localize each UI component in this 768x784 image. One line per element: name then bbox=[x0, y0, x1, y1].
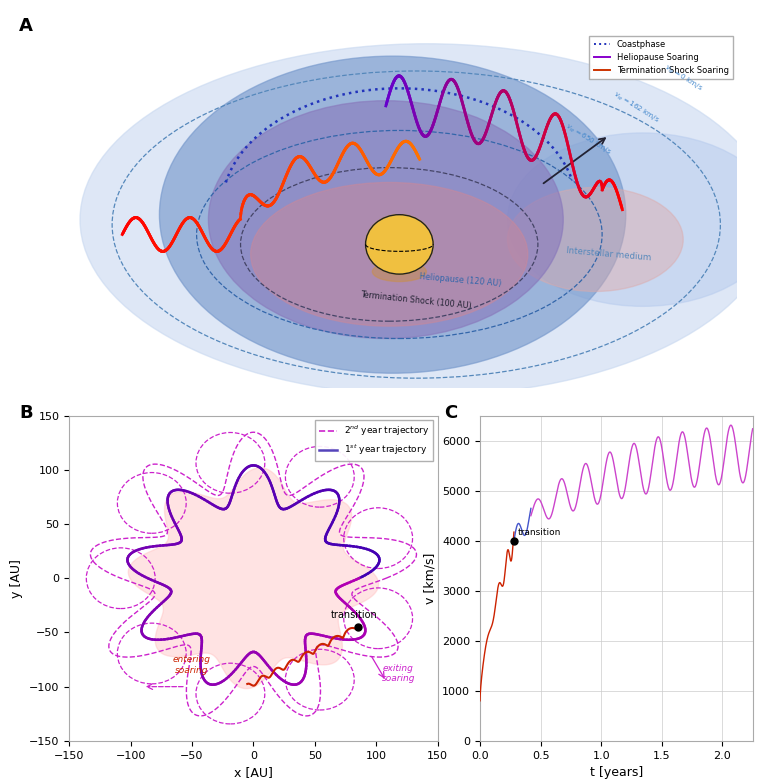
Text: Interstellar medium: Interstellar medium bbox=[566, 246, 652, 263]
Ellipse shape bbox=[372, 262, 426, 281]
Ellipse shape bbox=[160, 56, 626, 373]
Ellipse shape bbox=[508, 133, 768, 307]
Text: transition: transition bbox=[518, 528, 561, 537]
Text: Termination Shock (100 AU): Termination Shock (100 AU) bbox=[360, 290, 472, 310]
Ellipse shape bbox=[366, 215, 433, 274]
Y-axis label: v [km/s]: v [km/s] bbox=[424, 553, 436, 604]
Text: $v_w = 0\ \mathrm{km/s}$: $v_w = 0\ \mathrm{km/s}$ bbox=[662, 62, 704, 94]
Text: C: C bbox=[444, 404, 457, 422]
Text: exiting
soaring: exiting soaring bbox=[382, 664, 415, 684]
Ellipse shape bbox=[80, 44, 768, 395]
Text: entering
soaring: entering soaring bbox=[173, 655, 211, 675]
Legend: 2$^{nd}$ year trajectory, 1$^{st}$ year trajectory: 2$^{nd}$ year trajectory, 1$^{st}$ year … bbox=[316, 420, 433, 460]
Ellipse shape bbox=[250, 183, 528, 326]
Text: B: B bbox=[19, 404, 33, 422]
Text: $v_w = 162\ \mathrm{km/s}$: $v_w = 162\ \mathrm{km/s}$ bbox=[611, 89, 661, 126]
Ellipse shape bbox=[208, 100, 563, 339]
Y-axis label: y [AU]: y [AU] bbox=[11, 559, 24, 597]
Text: $v_w = 650\ \mathrm{km/s}$: $v_w = 650\ \mathrm{km/s}$ bbox=[564, 122, 614, 158]
Text: Heliopause (120 AU): Heliopause (120 AU) bbox=[419, 272, 502, 289]
Legend: Coastphase, Heliopause Soaring, Termination Shock Soaring: Coastphase, Heliopause Soaring, Terminat… bbox=[590, 35, 733, 79]
X-axis label: t [years]: t [years] bbox=[590, 766, 643, 779]
Ellipse shape bbox=[508, 187, 684, 292]
Text: A: A bbox=[19, 17, 33, 35]
Polygon shape bbox=[128, 468, 379, 688]
X-axis label: x [AU]: x [AU] bbox=[234, 766, 273, 779]
Text: transition: transition bbox=[331, 611, 378, 620]
